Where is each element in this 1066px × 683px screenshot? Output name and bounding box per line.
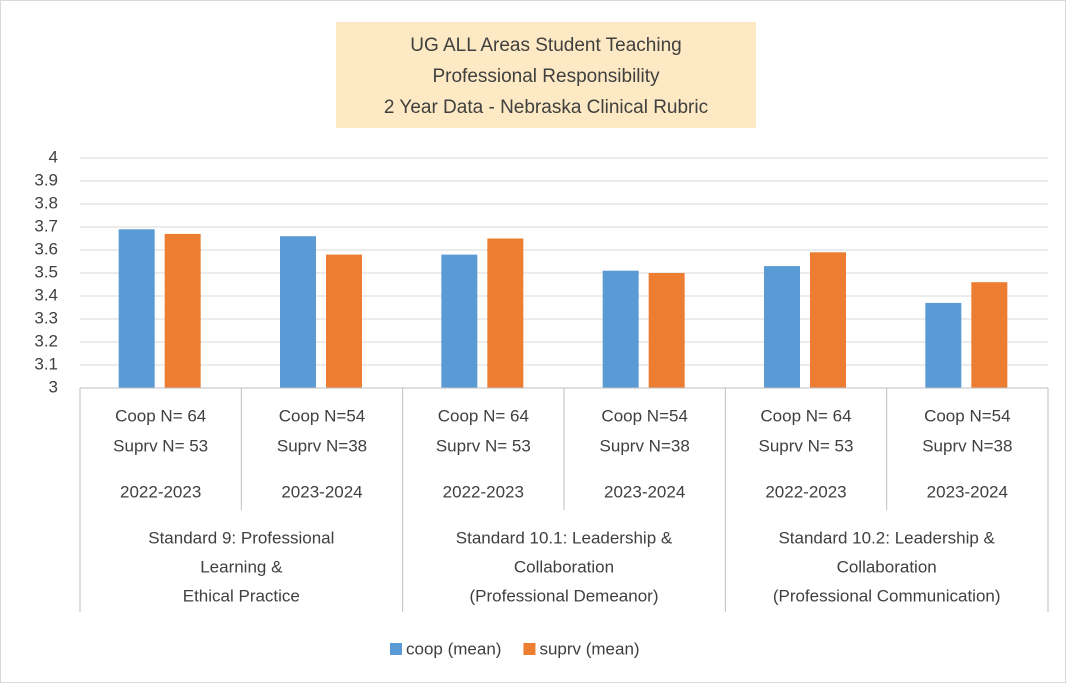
- x-tick-label: Coop N=54: [924, 406, 1010, 425]
- x-tick-label: Suprv N=38: [277, 436, 367, 455]
- x-year-label: 2022-2023: [765, 482, 846, 501]
- legend-swatch: [523, 643, 536, 655]
- y-tick-label: 3.4: [34, 285, 58, 304]
- x-group-label: Standard 10.2: Leadership &: [778, 528, 995, 547]
- x-year-label: 2023-2024: [604, 482, 685, 501]
- x-tick-label: Coop N= 64: [760, 406, 851, 425]
- y-tick-label: 3.5: [34, 262, 58, 281]
- bar: [441, 254, 478, 388]
- y-tick-label: 3: [49, 377, 58, 396]
- y-tick-label: 4: [49, 147, 58, 166]
- chart-title: Professional Responsibility: [432, 66, 660, 87]
- legend-swatch: [390, 643, 402, 655]
- bar: [648, 273, 685, 388]
- y-tick-label: 3.3: [34, 308, 58, 327]
- bar: [764, 266, 800, 388]
- bar: [118, 229, 155, 388]
- y-tick-label: 3.6: [34, 239, 58, 258]
- x-tick-label: Coop N=54: [279, 406, 365, 425]
- bar: [810, 252, 846, 388]
- x-group-label: Standard 10.1: Leadership &: [456, 528, 673, 547]
- chart-title: UG ALL Areas Student Teaching: [410, 35, 681, 56]
- x-group-label: Collaboration: [837, 557, 937, 576]
- x-group-label: Standard 9: Professional: [148, 528, 334, 547]
- x-tick-label: Suprv N= 53: [759, 436, 854, 455]
- bar: [487, 238, 524, 388]
- x-year-label: 2022-2023: [443, 482, 524, 501]
- legend-label: suprv (mean): [539, 639, 639, 658]
- y-tick-label: 3.7: [34, 216, 58, 235]
- x-tick-label: Suprv N= 53: [113, 436, 208, 455]
- x-year-label: 2023-2024: [281, 482, 362, 501]
- bar: [326, 254, 362, 388]
- x-year-label: 2022-2023: [120, 482, 201, 501]
- x-tick-label: Coop N=54: [601, 406, 687, 425]
- bar: [164, 233, 201, 388]
- x-group-label: Ethical Practice: [183, 586, 300, 605]
- y-tick-label: 3.2: [34, 331, 58, 350]
- x-group-label: (Professional Demeanor): [470, 586, 659, 605]
- bar: [602, 270, 639, 388]
- x-tick-label: Suprv N=38: [600, 436, 690, 455]
- title-box: [336, 22, 756, 128]
- x-group-label: (Professional Communication): [773, 586, 1001, 605]
- x-tick-label: Coop N= 64: [438, 406, 529, 425]
- x-tick-label: Suprv N= 53: [436, 436, 531, 455]
- y-tick-label: 3.8: [34, 193, 58, 212]
- y-tick-label: 3.1: [34, 354, 58, 373]
- x-group-label: Collaboration: [514, 557, 614, 576]
- bar: [925, 302, 962, 388]
- x-year-label: 2023-2024: [927, 482, 1008, 501]
- legend-label: coop (mean): [406, 639, 501, 658]
- chart-title: 2 Year Data - Nebraska Clinical Rubric: [384, 97, 708, 118]
- bar: [280, 236, 316, 388]
- x-tick-label: Coop N= 64: [115, 406, 206, 425]
- y-tick-label: 3.9: [34, 170, 58, 189]
- x-tick-label: Suprv N=38: [922, 436, 1012, 455]
- x-group-label: Learning &: [200, 557, 283, 576]
- bar: [971, 282, 1008, 388]
